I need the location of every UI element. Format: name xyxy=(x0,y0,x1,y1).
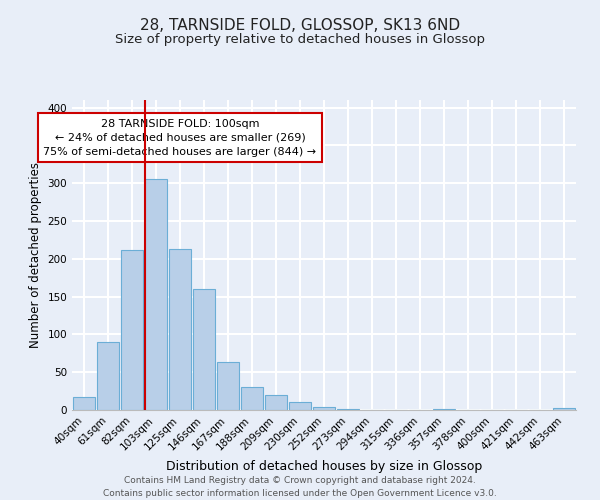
Text: Contains HM Land Registry data © Crown copyright and database right 2024.
Contai: Contains HM Land Registry data © Crown c… xyxy=(103,476,497,498)
Bar xyxy=(145,180,167,410)
Text: Size of property relative to detached houses in Glossop: Size of property relative to detached ho… xyxy=(115,32,485,46)
Bar xyxy=(73,397,95,410)
Bar xyxy=(97,342,119,410)
Y-axis label: Number of detached properties: Number of detached properties xyxy=(29,162,42,348)
Bar xyxy=(169,249,191,410)
Bar xyxy=(433,409,455,410)
Bar xyxy=(553,408,575,410)
Bar xyxy=(289,402,311,410)
Text: 28 TARNSIDE FOLD: 100sqm
← 24% of detached houses are smaller (269)
75% of semi-: 28 TARNSIDE FOLD: 100sqm ← 24% of detach… xyxy=(43,119,317,157)
X-axis label: Distribution of detached houses by size in Glossop: Distribution of detached houses by size … xyxy=(166,460,482,473)
Bar xyxy=(193,289,215,410)
Bar xyxy=(217,362,239,410)
Bar xyxy=(241,386,263,410)
Bar xyxy=(265,395,287,410)
Bar xyxy=(121,250,143,410)
Bar xyxy=(337,409,359,410)
Text: 28, TARNSIDE FOLD, GLOSSOP, SK13 6ND: 28, TARNSIDE FOLD, GLOSSOP, SK13 6ND xyxy=(140,18,460,32)
Bar xyxy=(313,407,335,410)
